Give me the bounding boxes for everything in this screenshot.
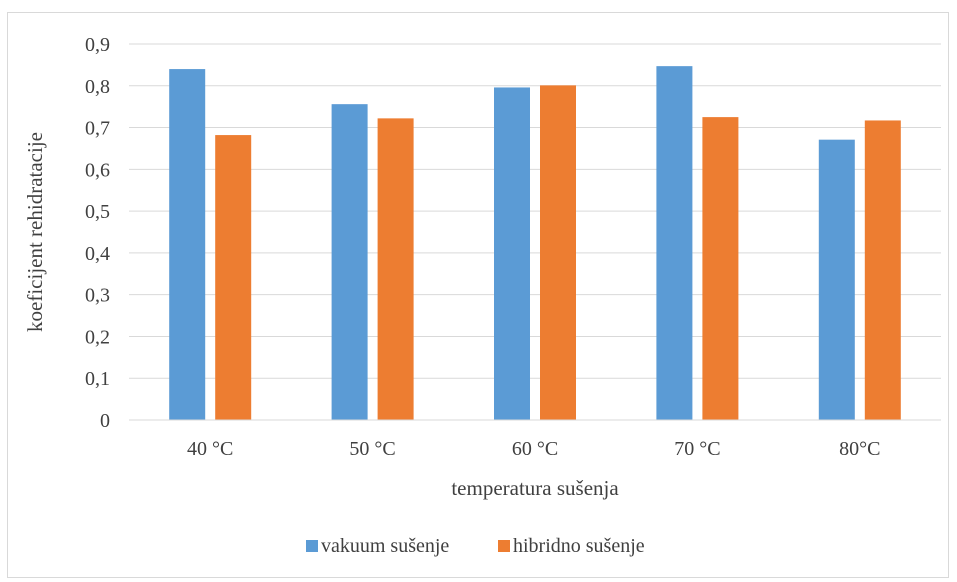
x-axis-title: temperatura sušenja xyxy=(451,476,619,500)
x-tick-label: 80°C xyxy=(839,438,880,460)
bar-vakuum-1 xyxy=(331,104,368,420)
x-axis-ticks: 40 °C 50 °C 60 °C 70 °C 80°C xyxy=(187,438,880,460)
legend: vakuum sušenje hibridno sušenje xyxy=(306,535,645,557)
y-tick-label: 0,2 xyxy=(85,326,110,348)
gridlines xyxy=(129,43,941,379)
bar-vakuum-2 xyxy=(494,87,530,421)
bar-hibridno-2 xyxy=(540,85,576,421)
y-tick-label: 0,4 xyxy=(85,243,110,265)
legend-swatch-0 xyxy=(306,540,318,552)
y-tick-label: 0,1 xyxy=(85,368,110,390)
x-tick-label: 60 °C xyxy=(512,438,558,460)
bars xyxy=(169,66,901,421)
x-tick-label: 50 °C xyxy=(349,438,395,460)
bar-vakuum-4 xyxy=(818,139,855,420)
legend-label-0: vakuum sušenje xyxy=(321,535,449,557)
x-tick-label: 40 °C xyxy=(187,438,233,460)
y-tick-label: 0,5 xyxy=(85,201,110,223)
y-tick-label: 0,9 xyxy=(85,34,110,56)
y-tick-label: 0,7 xyxy=(85,118,110,140)
bar-vakuum-3 xyxy=(656,66,693,421)
y-tick-label: 0,3 xyxy=(85,285,110,307)
bar-hibridno-4 xyxy=(864,120,901,420)
y-axis-ticks: 0 0,1 0,2 0,3 0,4 0,5 0,6 0,7 0,8 0,9 xyxy=(85,34,110,432)
y-tick-label: 0 xyxy=(100,410,110,432)
y-tick-label: 0,8 xyxy=(85,76,110,98)
x-tick-label: 70 °C xyxy=(674,438,720,460)
bar-vakuum-0 xyxy=(169,69,206,421)
legend-swatch-1 xyxy=(498,540,510,552)
y-axis-title: koeficijent rehidratacije xyxy=(23,132,47,332)
bar-hibridno-1 xyxy=(377,118,414,420)
y-tick-label: 0,6 xyxy=(85,159,110,181)
legend-label-1: hibridno sušenje xyxy=(513,535,645,557)
bar-hibridno-3 xyxy=(702,117,739,420)
bar-hibridno-0 xyxy=(215,135,252,420)
